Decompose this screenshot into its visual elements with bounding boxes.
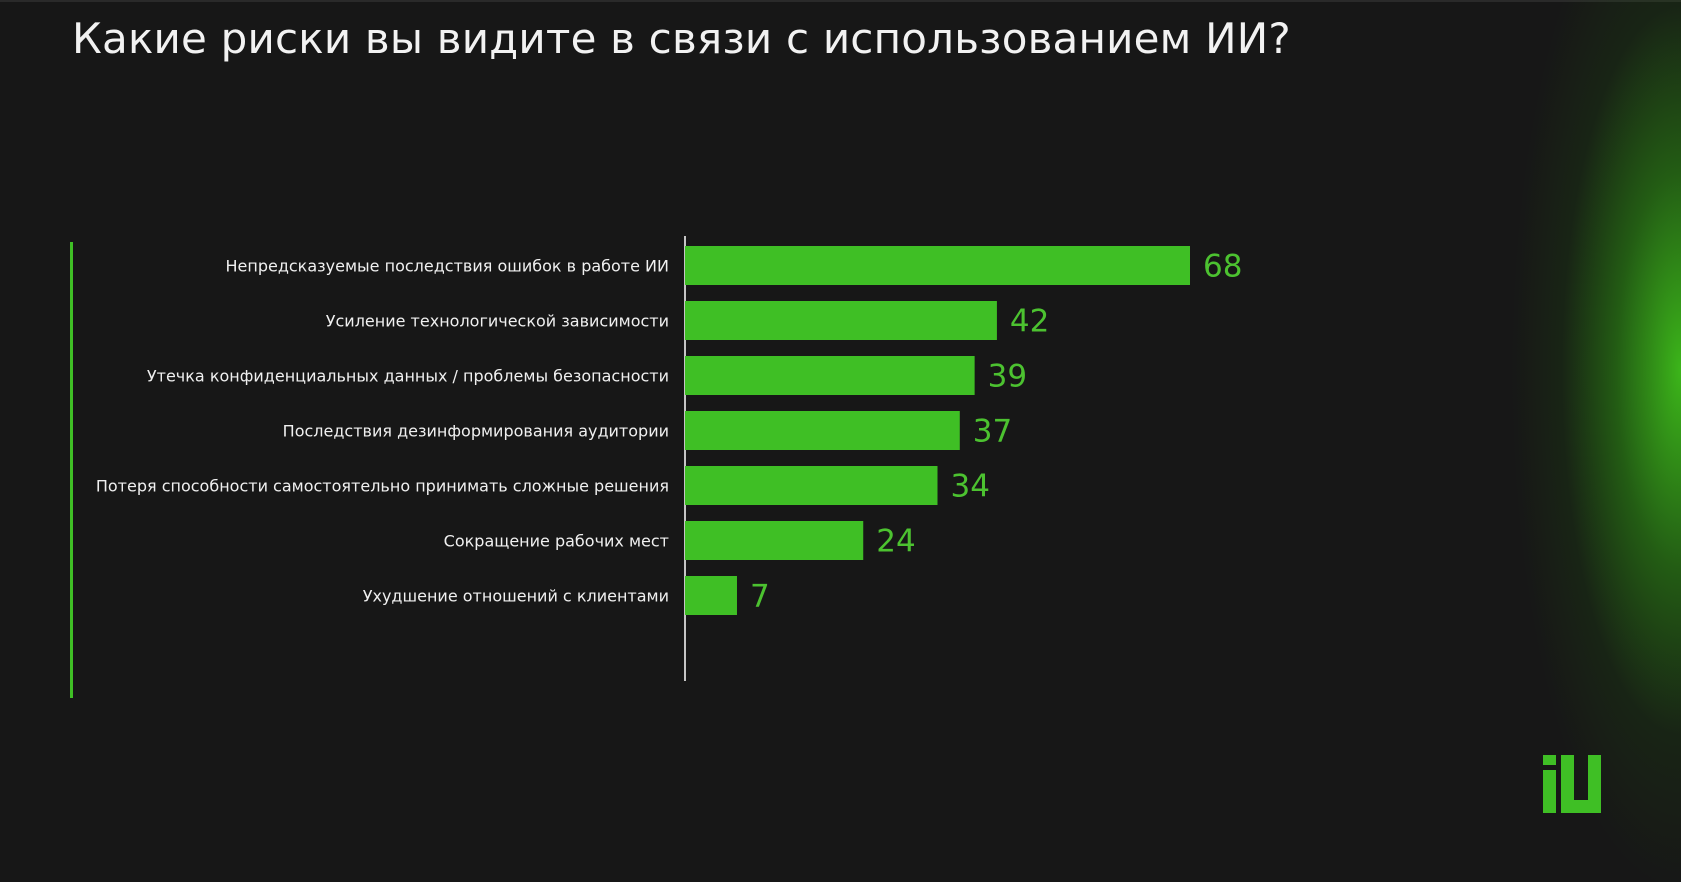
value-label-3: 39 (988, 359, 1027, 395)
bar-2 (685, 301, 997, 340)
category-label-3: Утечка конфиденциальных данных / проблем… (147, 367, 669, 386)
category-label-2: Усиление технологической зависимости (326, 312, 669, 331)
category-label-5: Потеря способности самостоятельно приним… (96, 477, 669, 496)
value-label-4: 37 (973, 414, 1012, 450)
bars-group: Непредсказуемые последствия ошибок в раб… (96, 246, 1242, 615)
value-label-1: 68 (1203, 249, 1242, 285)
value-label-6: 24 (876, 524, 915, 560)
iu-logo-icon (1543, 755, 1601, 813)
accent-line (70, 242, 73, 698)
bar-7 (685, 576, 737, 615)
category-label-6: Сокращение рабочих мест (444, 532, 669, 551)
category-label-1: Непредсказуемые последствия ошибок в раб… (225, 257, 669, 276)
category-label-4: Последствия дезинформирования аудитории (283, 422, 669, 441)
top-divider (0, 0, 1681, 2)
bar-3 (685, 356, 975, 395)
bar-1 (685, 246, 1190, 285)
bar-6 (685, 521, 864, 560)
green-glow-decoration (1441, 0, 1681, 882)
value-label-2: 42 (1010, 304, 1049, 340)
bar-4 (685, 411, 960, 450)
page-title: Какие риски вы видите в связи с использо… (72, 14, 1291, 63)
value-label-7: 7 (750, 579, 770, 615)
category-label-7: Ухудшение отношений с клиентами (363, 587, 669, 606)
value-label-5: 34 (951, 469, 990, 505)
bar-5 (685, 466, 938, 505)
